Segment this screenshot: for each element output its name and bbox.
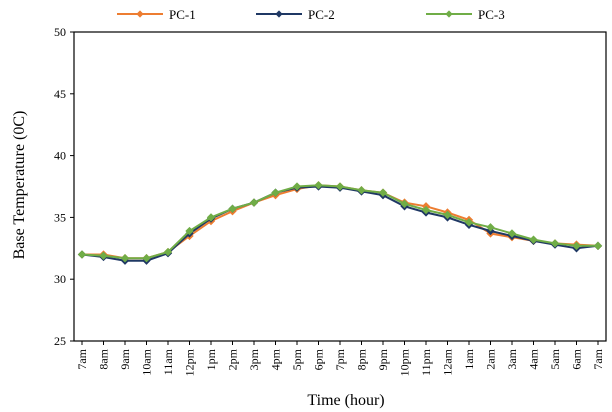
- legend-item-pc-2: PC-2: [256, 7, 335, 22]
- x-tick-label: 12am: [441, 348, 455, 375]
- legend: PC-1 PC-2 PC-3: [117, 7, 505, 22]
- x-tick-label: 10pm: [398, 348, 412, 376]
- x-tick-label: 12pm: [183, 348, 197, 376]
- data-point: [249, 198, 259, 207]
- x-tick-label: 6am: [570, 348, 584, 369]
- data-point: [464, 218, 474, 227]
- legend-marker: [445, 10, 453, 18]
- data-point: [120, 254, 130, 263]
- x-tick-label: 8pm: [355, 348, 369, 370]
- data-point: [142, 254, 151, 263]
- x-tick-label: 5am: [548, 348, 562, 369]
- series-pc-1: [77, 181, 603, 263]
- x-tick-label: 4am: [527, 348, 541, 369]
- y-axis-title: Base Temperature (0C): [11, 111, 28, 260]
- y-tick-label: 45: [54, 87, 66, 101]
- legend-label: PC-2: [308, 7, 335, 22]
- legend-item-pc-1: PC-1: [117, 7, 196, 22]
- x-tick-label: 4pm: [269, 348, 283, 370]
- x-tick-label: 11am: [161, 348, 175, 375]
- x-tick-label: 2pm: [226, 348, 240, 370]
- data-point: [292, 182, 302, 191]
- data-point: [99, 251, 108, 260]
- data-point: [421, 205, 431, 215]
- legend-marker: [275, 10, 283, 18]
- x-tick-label: 9am: [118, 348, 132, 369]
- y-tick-label: 50: [54, 25, 66, 39]
- x-tick-label: 8am: [97, 348, 111, 369]
- x-tick-label: 7am: [591, 348, 605, 369]
- data-point: [77, 250, 87, 259]
- series-pc-3: [77, 181, 603, 263]
- data-point: [507, 229, 517, 238]
- legend-marker: [136, 10, 144, 18]
- data-point: [486, 223, 495, 232]
- data-point: [593, 241, 603, 250]
- series-layer: [77, 181, 603, 265]
- data-point: [185, 226, 194, 236]
- data-point: [271, 188, 280, 197]
- y-tick-label: 25: [54, 334, 66, 348]
- x-tick-label: 1pm: [204, 348, 218, 370]
- x-tick-label: 9pm: [376, 348, 390, 370]
- x-tick-label: 5pm: [290, 348, 304, 370]
- y-tick-label: 30: [54, 272, 66, 286]
- x-tick-label: 7pm: [333, 348, 347, 370]
- y-tick-label: 40: [54, 149, 66, 163]
- x-tick-label: 6pm: [312, 348, 326, 370]
- x-tick-label: 7am: [75, 348, 89, 369]
- x-tick-label: 2am: [484, 348, 498, 369]
- legend-label: PC-1: [169, 7, 196, 22]
- legend-label: PC-3: [478, 7, 505, 22]
- legend-item-pc-3: PC-3: [426, 7, 505, 22]
- x-tick-label: 3am: [505, 348, 519, 369]
- data-point: [206, 213, 216, 222]
- series-pc-2: [77, 182, 603, 265]
- data-point: [357, 186, 366, 195]
- x-tick-label: 11pm: [419, 348, 433, 376]
- data-point: [378, 188, 388, 197]
- data-point: [443, 210, 452, 220]
- series-line: [81, 185, 599, 262]
- data-point: [529, 235, 538, 244]
- series-line: [82, 184, 599, 260]
- x-axis: 7am 8am 9am 10am 11am 12pm 1pm 2pm 3pm 4pm 5pm 6pm 7…: [75, 341, 605, 376]
- x-tick-label: 10am: [140, 348, 154, 375]
- data-point: [572, 241, 581, 250]
- series-line: [81, 184, 598, 260]
- y-axis: 25 30 35 40 45 50: [54, 25, 74, 348]
- y-tick-label: 35: [54, 210, 66, 224]
- data-point: [228, 204, 237, 213]
- x-tick-label: 1am: [462, 348, 476, 369]
- data-point: [163, 247, 173, 257]
- x-axis-title: Time (hour): [307, 392, 384, 409]
- data-point: [400, 199, 409, 208]
- data-point: [550, 239, 560, 248]
- data-point: [335, 182, 345, 191]
- x-tick-label: 3pm: [247, 348, 261, 370]
- data-point: [314, 181, 323, 190]
